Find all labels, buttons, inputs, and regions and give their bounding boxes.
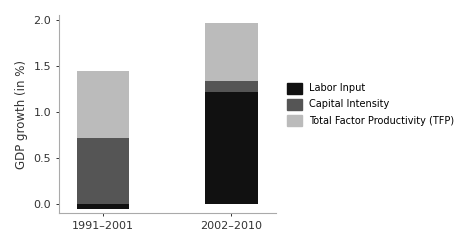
Legend: Labor Input, Capital Intensity, Total Factor Productivity (TFP): Labor Input, Capital Intensity, Total Fa… xyxy=(287,83,455,126)
Bar xyxy=(205,92,257,204)
Bar xyxy=(205,80,257,92)
Bar xyxy=(77,204,129,209)
Bar xyxy=(77,138,129,204)
Bar xyxy=(205,23,257,80)
Bar xyxy=(77,71,129,138)
Y-axis label: GDP growth (in %): GDP growth (in %) xyxy=(15,60,28,169)
